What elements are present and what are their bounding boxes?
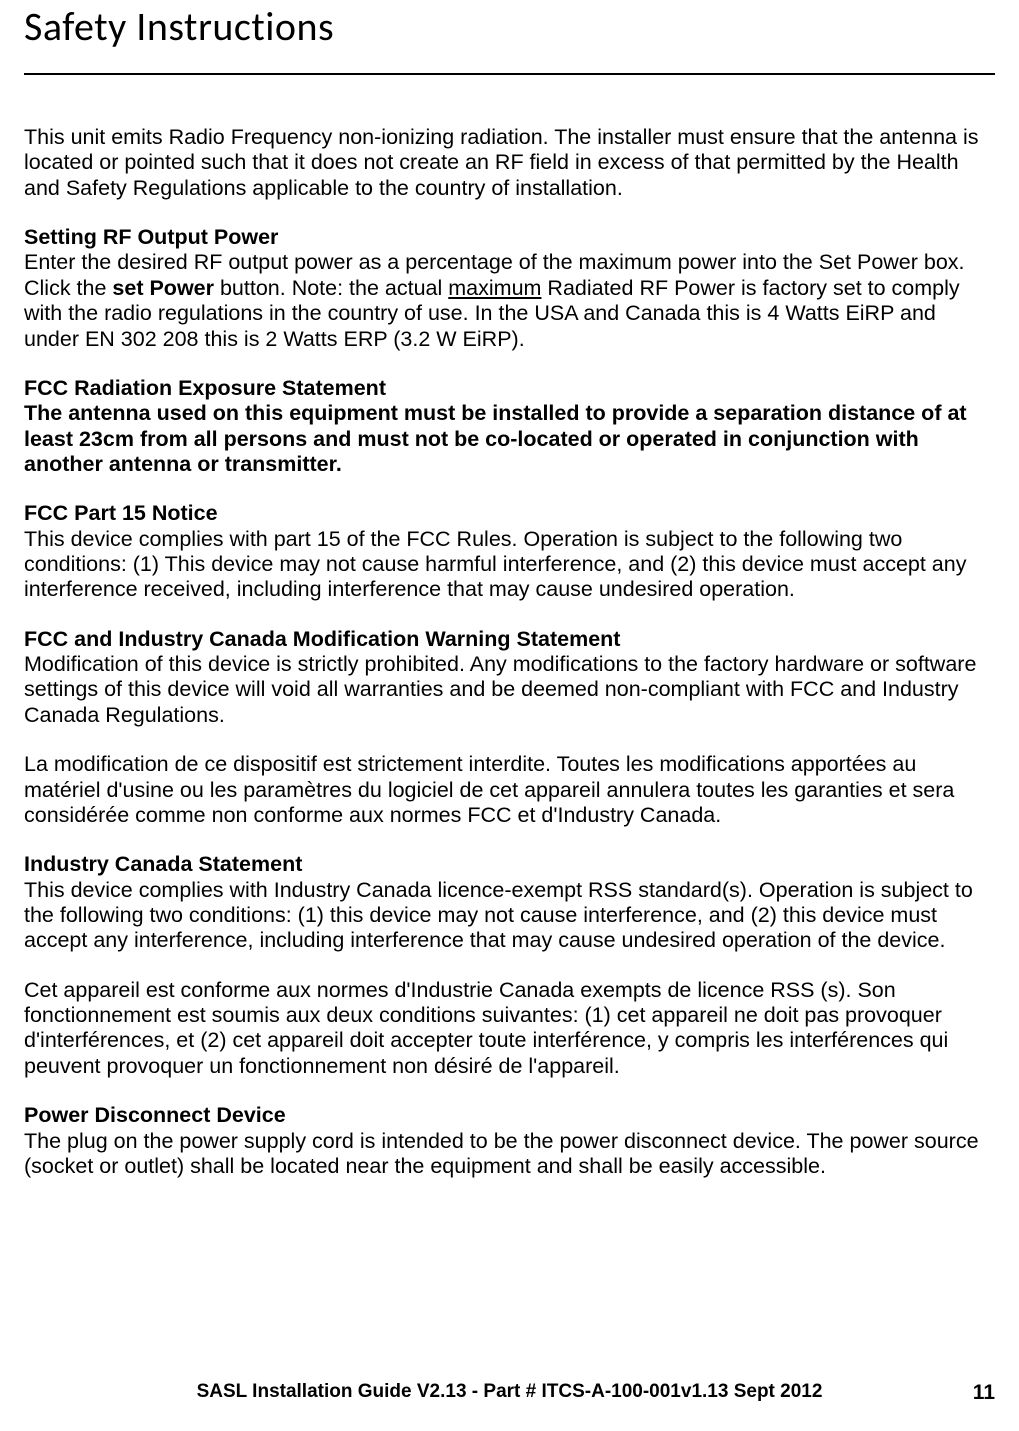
modification-heading: FCC and Industry Canada Modification War…: [24, 627, 995, 652]
document-page: Safety Instructions This unit emits Radi…: [0, 0, 1019, 1431]
modification-body-en: Modification of this device is strictly …: [24, 652, 976, 727]
modification-body-fr: La modification de ce dispositif est str…: [24, 752, 995, 828]
page-number: 11: [973, 1381, 995, 1405]
fcc-part15-section: FCC Part 15 Notice This device complies …: [24, 501, 995, 602]
power-disconnect-heading: Power Disconnect Device: [24, 1103, 995, 1128]
fcc-radiation-body: The antenna used on this equipment must …: [24, 401, 995, 477]
rf-set-power-bold: set Power: [112, 276, 214, 300]
rf-heading: Setting RF Output Power: [24, 225, 995, 250]
fcc-part15-body: This device complies with part 15 of the…: [24, 527, 966, 602]
page-title: Safety Instructions: [24, 0, 995, 75]
footer-text: SASL Installation Guide V2.13 - Part # I…: [0, 1381, 1019, 1403]
power-disconnect-body: The plug on the power supply cord is int…: [24, 1129, 979, 1178]
rf-maximum-underline: maximum: [448, 276, 541, 300]
body-content: This unit emits Radio Frequency non-ioni…: [24, 75, 995, 1179]
fcc-radiation-heading: FCC Radiation Exposure Statement: [24, 376, 995, 401]
power-disconnect-section: Power Disconnect Device The plug on the …: [24, 1103, 995, 1179]
fcc-radiation-section: FCC Radiation Exposure Statement The ant…: [24, 376, 995, 477]
fcc-part15-heading: FCC Part 15 Notice: [24, 501, 995, 526]
industry-canada-section: Industry Canada Statement This device co…: [24, 852, 995, 953]
modification-section: FCC and Industry Canada Modification War…: [24, 627, 995, 728]
intro-paragraph: This unit emits Radio Frequency non-ioni…: [24, 125, 995, 201]
rf-section: Setting RF Output Power Enter the desire…: [24, 225, 995, 352]
rf-body-2: button. Note: the actual: [214, 276, 448, 300]
industry-canada-heading: Industry Canada Statement: [24, 852, 995, 877]
industry-canada-body-fr: Cet appareil est conforme aux normes d'I…: [24, 978, 995, 1079]
industry-canada-body-en: This device complies with Industry Canad…: [24, 878, 973, 953]
